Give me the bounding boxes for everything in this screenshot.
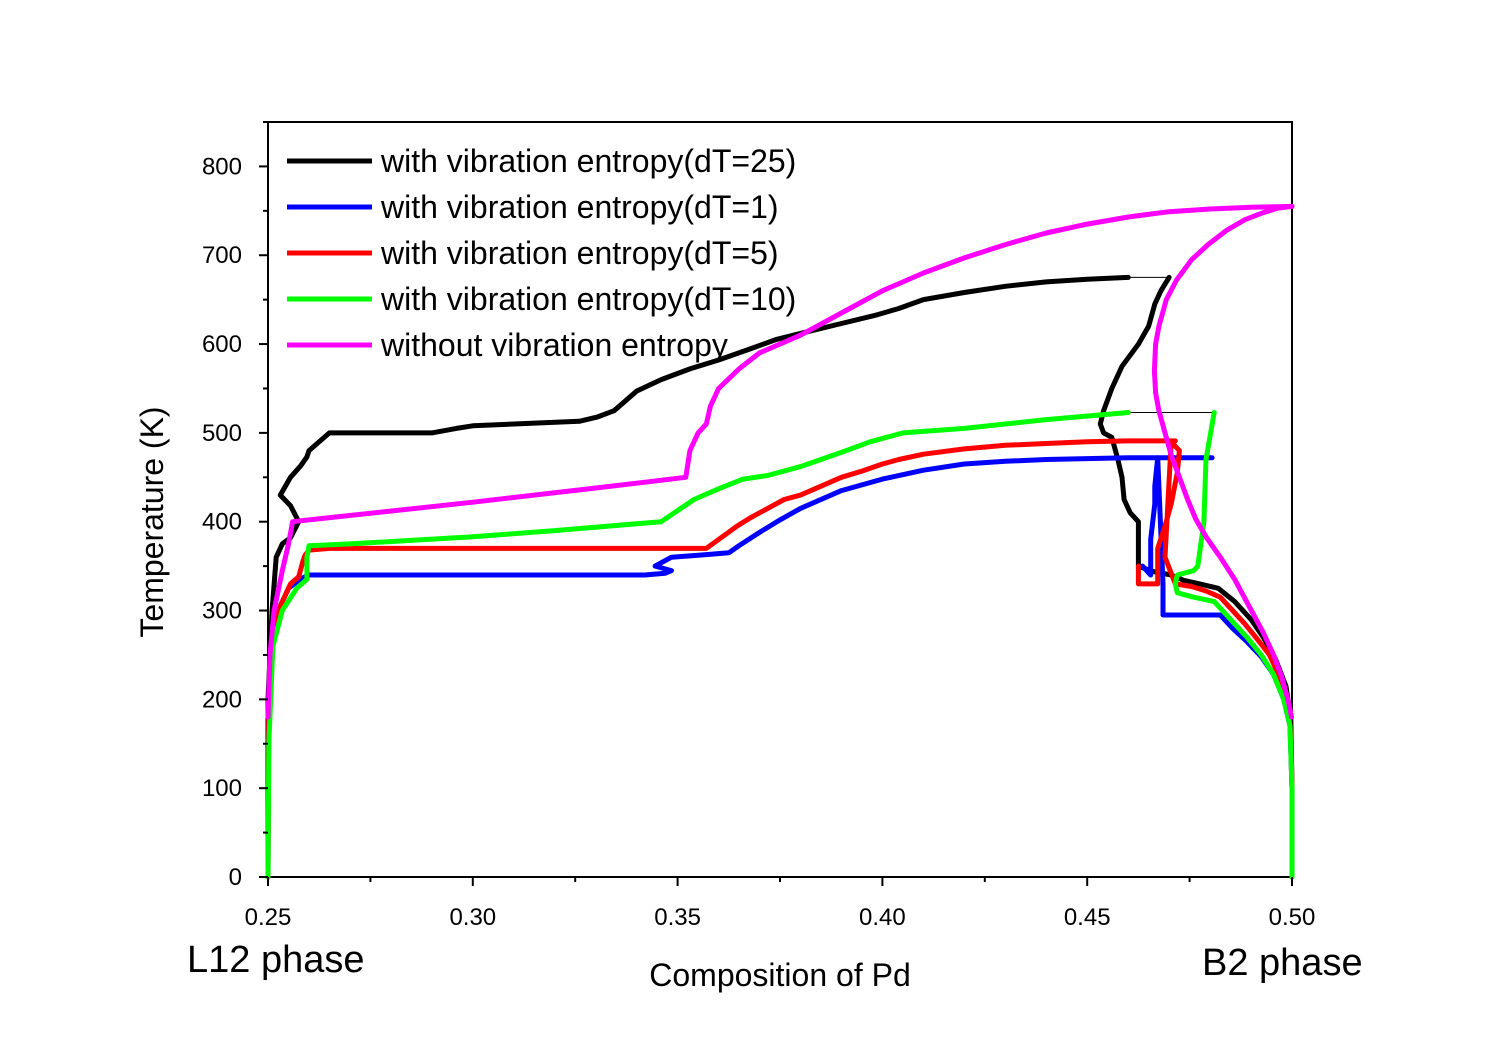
y-tick-label: 800 — [202, 153, 242, 180]
series-4-right-branch — [1172, 410, 1295, 880]
x-tick-label: 0.45 — [1064, 904, 1111, 931]
x-tick-label: 0.40 — [859, 904, 906, 931]
series-4-left-branch — [265, 410, 1131, 880]
series-5-right-branch — [1151, 203, 1295, 720]
y-tick-label: 200 — [202, 686, 242, 713]
x-tick-label: 0.25 — [245, 904, 292, 931]
y-axis-title: Temperature (K) — [134, 406, 170, 637]
legend: with vibration entropy(dT=25) with vibrat… — [287, 143, 796, 363]
left-phase-label: L12 phase — [187, 939, 365, 981]
right-phase-label: B2 phase — [1202, 942, 1363, 984]
y-tick-label: 0 — [229, 864, 242, 891]
series-2-left-branch — [265, 455, 1215, 880]
axes-layer: 0.25 0.30 0.35 0.40 0.45 0.50 0 100 200 300 400 500… — [202, 121, 1316, 931]
y-tick-label: 700 — [202, 242, 242, 269]
x-tick-label: 0.35 — [654, 904, 701, 931]
legend-label: with vibration entropy(dT=1) — [380, 189, 779, 225]
legend-label: without vibration entropy — [380, 327, 728, 363]
y-tick-label: 400 — [202, 509, 242, 536]
series-layer — [265, 203, 1295, 880]
x-tick-label: 0.50 — [1269, 904, 1316, 931]
y-tick-label: 300 — [202, 598, 242, 625]
series-3-left-branch — [265, 438, 1178, 880]
y-tick-label: 500 — [202, 420, 242, 447]
series-5-left-branch — [265, 203, 1295, 720]
series-1-left-branch — [265, 274, 1131, 880]
legend-label: with vibration entropy(dT=5) — [380, 235, 779, 271]
series-1-right-branch — [1097, 274, 1295, 880]
x-axis-title: Composition of Pd — [649, 957, 910, 993]
x-tick-label: 0.30 — [449, 904, 496, 931]
legend-label: with vibration entropy(dT=25) — [380, 143, 796, 179]
legend-label: with vibration entropy(dT=10) — [380, 281, 796, 317]
y-tick-label: 600 — [202, 331, 242, 358]
y-tick-label: 100 — [202, 775, 242, 802]
